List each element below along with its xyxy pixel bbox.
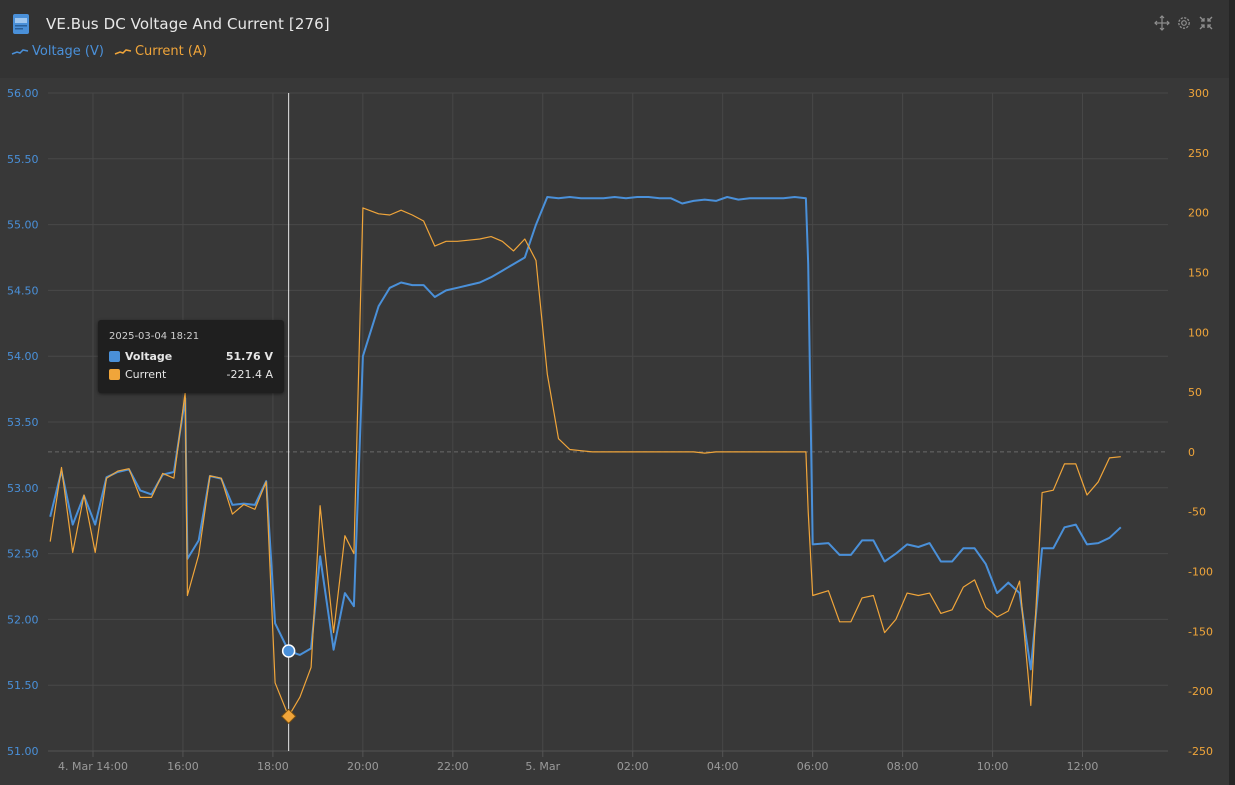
y-right-tick-label: -200 bbox=[1188, 685, 1213, 698]
y-right-tick-label: 250 bbox=[1188, 147, 1209, 160]
voltage-series-icon bbox=[11, 48, 29, 55]
x-tick-label: 12:00 bbox=[1067, 760, 1099, 773]
y-left-tick-label: 53.50 bbox=[7, 416, 39, 429]
tooltip-row-current: Current -221.4 A bbox=[109, 368, 273, 381]
gear-icon[interactable] bbox=[1175, 14, 1193, 32]
legend-item-voltage[interactable]: Voltage (V) bbox=[11, 44, 104, 59]
y-right-tick-label: 100 bbox=[1188, 326, 1209, 339]
x-tick-label: 10:00 bbox=[977, 760, 1009, 773]
tooltip-voltage-label: Voltage bbox=[125, 350, 173, 363]
collapse-icon[interactable] bbox=[1197, 14, 1215, 32]
legend-item-current[interactable]: Current (A) bbox=[114, 44, 207, 59]
x-tick-label: 4. Mar 14:00 bbox=[58, 760, 128, 773]
current-series-line bbox=[49, 207, 1121, 717]
y-left-tick-label: 53.00 bbox=[7, 482, 39, 495]
tooltip-row-voltage: Voltage 51.76 V bbox=[109, 350, 273, 363]
device-icon bbox=[12, 13, 30, 35]
chart-title: VE.Bus DC Voltage And Current [276] bbox=[46, 15, 330, 33]
x-tick-label: 18:00 bbox=[257, 760, 289, 773]
data-tooltip: 2025-03-04 18:21 Voltage 51.76 V Current… bbox=[98, 320, 284, 393]
voltage-hover-marker bbox=[281, 644, 296, 658]
y-left-tick-label: 52.50 bbox=[7, 548, 39, 561]
x-tick-label: 16:00 bbox=[167, 760, 199, 773]
voltage-swatch bbox=[109, 351, 120, 362]
title-row: VE.Bus DC Voltage And Current [276] bbox=[12, 13, 330, 35]
y-left-tick-label: 56.00 bbox=[7, 87, 39, 100]
current-hover-marker bbox=[280, 708, 297, 725]
y-right-tick-label: -150 bbox=[1188, 625, 1213, 638]
x-tick-label: 02:00 bbox=[617, 760, 649, 773]
y-left-tick-label: 54.50 bbox=[7, 284, 39, 297]
x-tick-label: 22:00 bbox=[437, 760, 469, 773]
voltage-series-line bbox=[49, 196, 1122, 671]
y-left-tick-label: 55.00 bbox=[7, 219, 39, 232]
tooltip-time: 2025-03-04 18:21 bbox=[109, 331, 200, 342]
y-right-tick-label: -50 bbox=[1188, 506, 1206, 519]
current-series-icon bbox=[114, 48, 132, 55]
x-tick-label: 04:00 bbox=[707, 760, 739, 773]
tooltip-current-label: Current bbox=[125, 368, 167, 381]
tooltip-current-value: -221.4 A bbox=[226, 368, 273, 381]
y-left-tick-label: 52.00 bbox=[7, 613, 39, 626]
panel-header: VE.Bus DC Voltage And Current [276] Volt… bbox=[0, 0, 1229, 78]
x-tick-label: 08:00 bbox=[887, 760, 919, 773]
x-tick-label: 5. Mar bbox=[525, 760, 560, 773]
y-right-tick-label: -100 bbox=[1188, 566, 1213, 579]
y-left-tick-label: 55.50 bbox=[7, 153, 39, 166]
y-right-tick-label: 300 bbox=[1188, 87, 1209, 100]
current-swatch bbox=[109, 369, 120, 380]
plot-area[interactable]: 51.00 51.50 52.00 52.50 53.00 53.50 54.00 54.50… bbox=[0, 78, 1229, 785]
panel-tools bbox=[1149, 14, 1215, 32]
y-left-tick-label: 54.00 bbox=[7, 350, 39, 363]
legend-label-voltage: Voltage (V) bbox=[32, 44, 104, 59]
window-edge bbox=[1229, 0, 1235, 785]
chart-legend: Voltage (V) Current (A) bbox=[11, 44, 217, 59]
chart-svg: 51.00 51.50 52.00 52.50 53.00 53.50 54.00 54.50… bbox=[7, 87, 1213, 773]
y-right-tick-label: 200 bbox=[1188, 207, 1209, 220]
tooltip-voltage-value: 51.76 V bbox=[225, 350, 273, 363]
x-tick-label: 20:00 bbox=[347, 760, 379, 773]
x-tick-label: 06:00 bbox=[797, 760, 829, 773]
y-right-tick-label: 0 bbox=[1188, 446, 1195, 459]
move-icon[interactable] bbox=[1153, 14, 1171, 32]
y-right-tick-label: 50 bbox=[1188, 386, 1202, 399]
y-right-tick-label: -250 bbox=[1188, 745, 1213, 758]
y-left-tick-label: 51.50 bbox=[7, 679, 39, 692]
y-left-tick-label: 51.00 bbox=[7, 745, 39, 758]
legend-label-current: Current (A) bbox=[134, 44, 207, 59]
y-right-tick-label: 150 bbox=[1188, 266, 1209, 279]
